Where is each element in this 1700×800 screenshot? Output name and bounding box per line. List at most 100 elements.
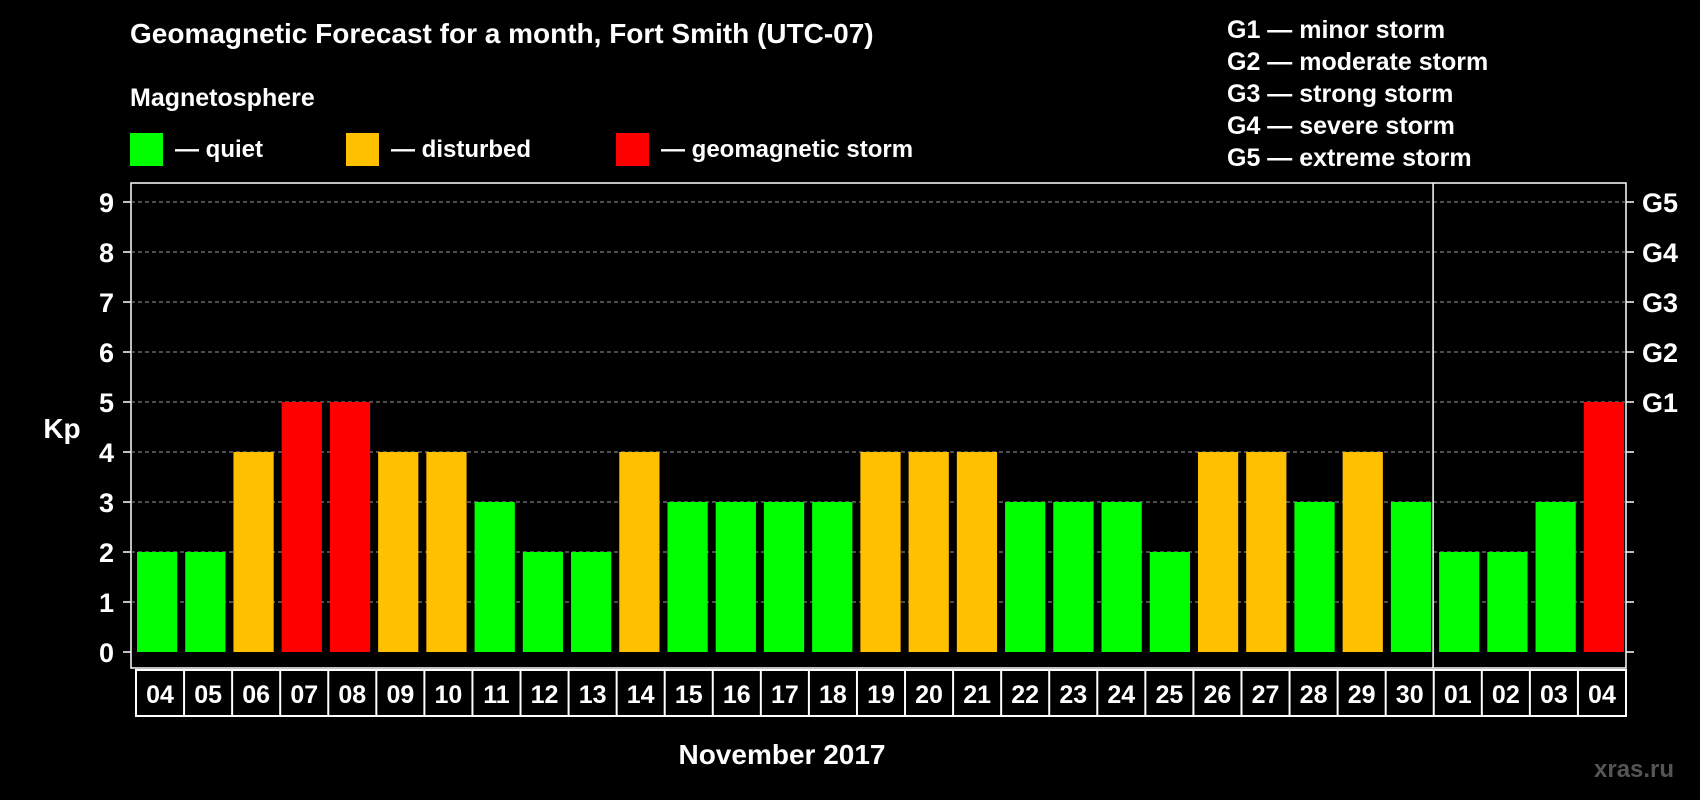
- bar-04: [137, 552, 178, 652]
- bar-30: [1390, 502, 1432, 652]
- bar-08: [329, 402, 371, 652]
- x-tick-label: 21: [963, 681, 991, 709]
- x-tick-label: 13: [579, 681, 607, 709]
- x-tick-label: 05: [194, 681, 222, 709]
- y-tick-label: 1: [99, 588, 114, 618]
- bar-28: [1294, 502, 1335, 652]
- bar-24: [1101, 502, 1142, 652]
- bar-21: [956, 452, 998, 652]
- x-tick-label: 01: [1444, 681, 1472, 709]
- legend-item-storm: — geomagnetic storm: [616, 133, 913, 166]
- storm-scale-g3: G3 — strong storm: [1227, 80, 1454, 108]
- legend-swatch-disturbed: [346, 133, 379, 166]
- right-axis-label-g3: G3: [1642, 288, 1678, 318]
- x-tick-label: 24: [1107, 681, 1135, 709]
- storm-scale-g5: G5 — extreme storm: [1227, 144, 1472, 172]
- bar-02: [1487, 552, 1528, 652]
- bar-23: [1053, 502, 1094, 652]
- bar-26: [1197, 452, 1239, 652]
- x-tick-label: 18: [819, 681, 847, 709]
- x-tick-label: 20: [915, 681, 943, 709]
- x-tick-label: 09: [386, 681, 414, 709]
- legend-item-disturbed: — disturbed: [346, 133, 531, 166]
- y-tick-label: 0: [99, 638, 114, 668]
- right-axis-label-g5: G5: [1642, 188, 1678, 218]
- x-tick-label: 10: [435, 681, 463, 709]
- x-label-frame: [135, 669, 1627, 717]
- bar-25: [1149, 552, 1190, 652]
- bar-09: [378, 452, 419, 652]
- x-tick-label: 25: [1155, 681, 1183, 709]
- bar-07: [281, 402, 322, 652]
- bar-27: [1246, 452, 1287, 652]
- bar-18: [812, 502, 853, 652]
- y-tick-label: 5: [99, 388, 114, 418]
- x-tick-label: 28: [1300, 681, 1328, 709]
- x-tick-label: 07: [290, 681, 318, 709]
- bar-05: [185, 552, 226, 652]
- y-tick-label: 9: [99, 188, 114, 218]
- right-axis-label-g2: G2: [1642, 338, 1678, 368]
- watermark: xras.ru: [1594, 756, 1675, 783]
- x-tick-label: 23: [1059, 681, 1087, 709]
- bar-13: [571, 552, 612, 652]
- storm-scale-g1: G1 — minor storm: [1227, 16, 1446, 44]
- legend-item-quiet: — quiet: [130, 133, 263, 166]
- legend-label-storm: — geomagnetic storm: [661, 135, 914, 163]
- storm-scale-g2: G2 — moderate storm: [1227, 48, 1489, 76]
- right-axis-label-g4: G4: [1642, 238, 1678, 268]
- bar-04: [1583, 402, 1624, 652]
- bar-14: [619, 452, 660, 652]
- x-tick-label: 26: [1204, 681, 1232, 709]
- x-tick-label: 19: [867, 681, 895, 709]
- x-tick-label: 12: [531, 681, 559, 709]
- x-tick-label: 11: [483, 681, 510, 709]
- bar-22: [1005, 502, 1046, 652]
- legend-heading: Magnetosphere: [130, 84, 315, 112]
- x-tick-label: 04: [1588, 681, 1616, 709]
- x-tick-label: 27: [1252, 681, 1280, 709]
- x-tick-label: 02: [1492, 681, 1520, 709]
- y-tick-label: 3: [99, 488, 114, 518]
- bar-15: [667, 502, 708, 652]
- legend-swatch-storm: [616, 133, 649, 166]
- y-tick-label: 6: [99, 338, 114, 368]
- x-tick-label: 04: [146, 681, 174, 709]
- bar-16: [715, 502, 756, 652]
- bar-29: [1342, 452, 1383, 652]
- bar-10: [426, 452, 467, 652]
- storm-scale-g4: G4 — severe storm: [1227, 112, 1455, 140]
- bar-17: [763, 502, 805, 652]
- x-tick-label: 17: [771, 681, 799, 709]
- bar-19: [860, 452, 901, 652]
- x-tick-label: 29: [1348, 681, 1376, 709]
- x-axis-label: November 2017: [678, 739, 885, 770]
- legend-label-disturbed: — disturbed: [391, 135, 532, 163]
- legend-label-quiet: — quiet: [175, 135, 263, 163]
- plot-frame: [130, 182, 1627, 669]
- x-tick-label: 06: [242, 681, 270, 709]
- legend-swatch-quiet: [130, 133, 163, 166]
- bar-01: [1439, 552, 1480, 652]
- x-tick-label: 22: [1011, 681, 1039, 709]
- x-tick-label: 15: [675, 681, 703, 709]
- y-tick-label: 2: [99, 538, 114, 568]
- x-tick-label: 16: [723, 681, 751, 709]
- storm-scale-legend: G1 — minor storm G2 — moderate storm G3 …: [1227, 14, 1488, 174]
- x-tick-label: 14: [627, 681, 655, 709]
- bar-06: [233, 452, 274, 652]
- right-axis-label-g1: G1: [1642, 388, 1678, 418]
- bar-11: [474, 502, 515, 652]
- y-axis-label: Kp: [43, 413, 80, 444]
- y-tick-label: 7: [99, 288, 114, 318]
- bar-12: [522, 552, 564, 652]
- x-tick-label: 08: [338, 681, 366, 709]
- x-tick-label: 03: [1540, 681, 1568, 709]
- bar-20: [908, 452, 949, 652]
- bar-03: [1535, 502, 1576, 652]
- y-tick-label: 4: [99, 438, 114, 468]
- y-tick-label: 8: [99, 238, 114, 268]
- x-tick-label: 30: [1396, 681, 1424, 709]
- chart-title: Geomagnetic Forecast for a month, Fort S…: [130, 18, 874, 49]
